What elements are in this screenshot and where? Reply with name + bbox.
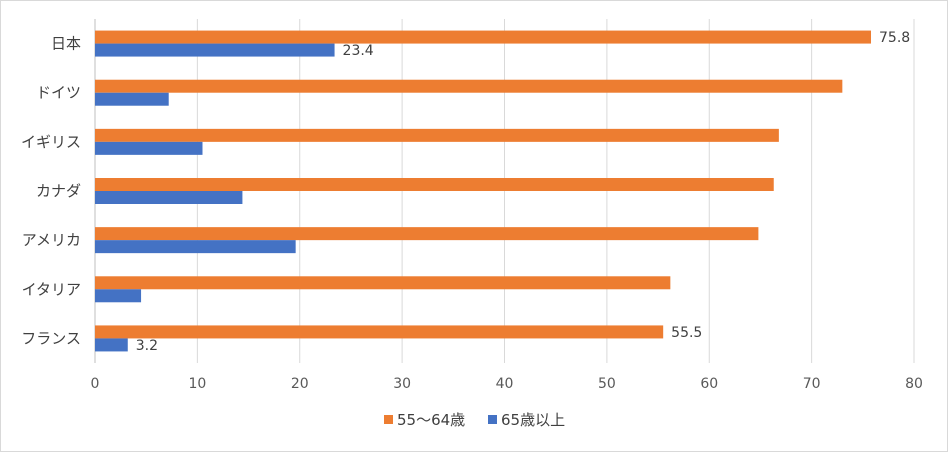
data-labels: 75.8 23.4 55.5 3.2 xyxy=(136,30,910,354)
category-label: フランス xyxy=(21,329,81,347)
bar-55-64 xyxy=(95,30,872,44)
bars xyxy=(95,30,872,352)
bar-65-plus xyxy=(95,338,128,352)
x-tick-label: 0 xyxy=(91,376,100,392)
x-tick-label: 10 xyxy=(188,376,206,392)
legend-label: 55〜64歳 xyxy=(397,411,465,429)
bar-65-plus xyxy=(95,240,296,254)
category-label: イギリス xyxy=(21,133,81,151)
category-label: ドイツ xyxy=(36,84,81,102)
category-label: アメリカ xyxy=(22,231,81,249)
x-axis-ticks: 0 10 20 30 40 50 60 70 80 xyxy=(91,376,923,392)
bar-65-plus xyxy=(95,191,243,204)
x-tick-label: 50 xyxy=(598,376,616,392)
category-label: 日本 xyxy=(51,35,81,53)
legend: 55〜64歳 65歳以上 xyxy=(384,411,565,429)
bar-55-64 xyxy=(95,325,664,339)
x-tick-label: 80 xyxy=(905,376,923,392)
data-label: 23.4 xyxy=(343,43,374,59)
category-label: イタリア xyxy=(22,280,81,298)
bar-55-64 xyxy=(95,79,843,93)
bar-65-plus xyxy=(95,141,203,155)
bar-55-64 xyxy=(95,276,671,290)
bar-65-plus xyxy=(95,43,335,57)
bar-65-plus xyxy=(95,289,142,303)
x-tick-label: 40 xyxy=(496,376,514,392)
category-label: カナダ xyxy=(36,182,81,200)
bar-55-64 xyxy=(95,227,759,241)
x-tick-label: 60 xyxy=(700,376,718,392)
bar-65-plus xyxy=(95,92,169,106)
legend-swatch xyxy=(488,415,497,424)
bar-55-64 xyxy=(95,128,779,142)
x-tick-label: 30 xyxy=(393,376,411,392)
data-label: 55.5 xyxy=(671,325,702,341)
legend-label: 65歳以上 xyxy=(501,411,565,429)
x-tick-label: 70 xyxy=(803,376,821,392)
x-tick-label: 20 xyxy=(291,376,309,392)
data-label: 75.8 xyxy=(879,30,910,46)
data-label: 3.2 xyxy=(136,338,158,354)
bar-55-64 xyxy=(95,178,774,191)
legend-swatch xyxy=(384,415,393,424)
